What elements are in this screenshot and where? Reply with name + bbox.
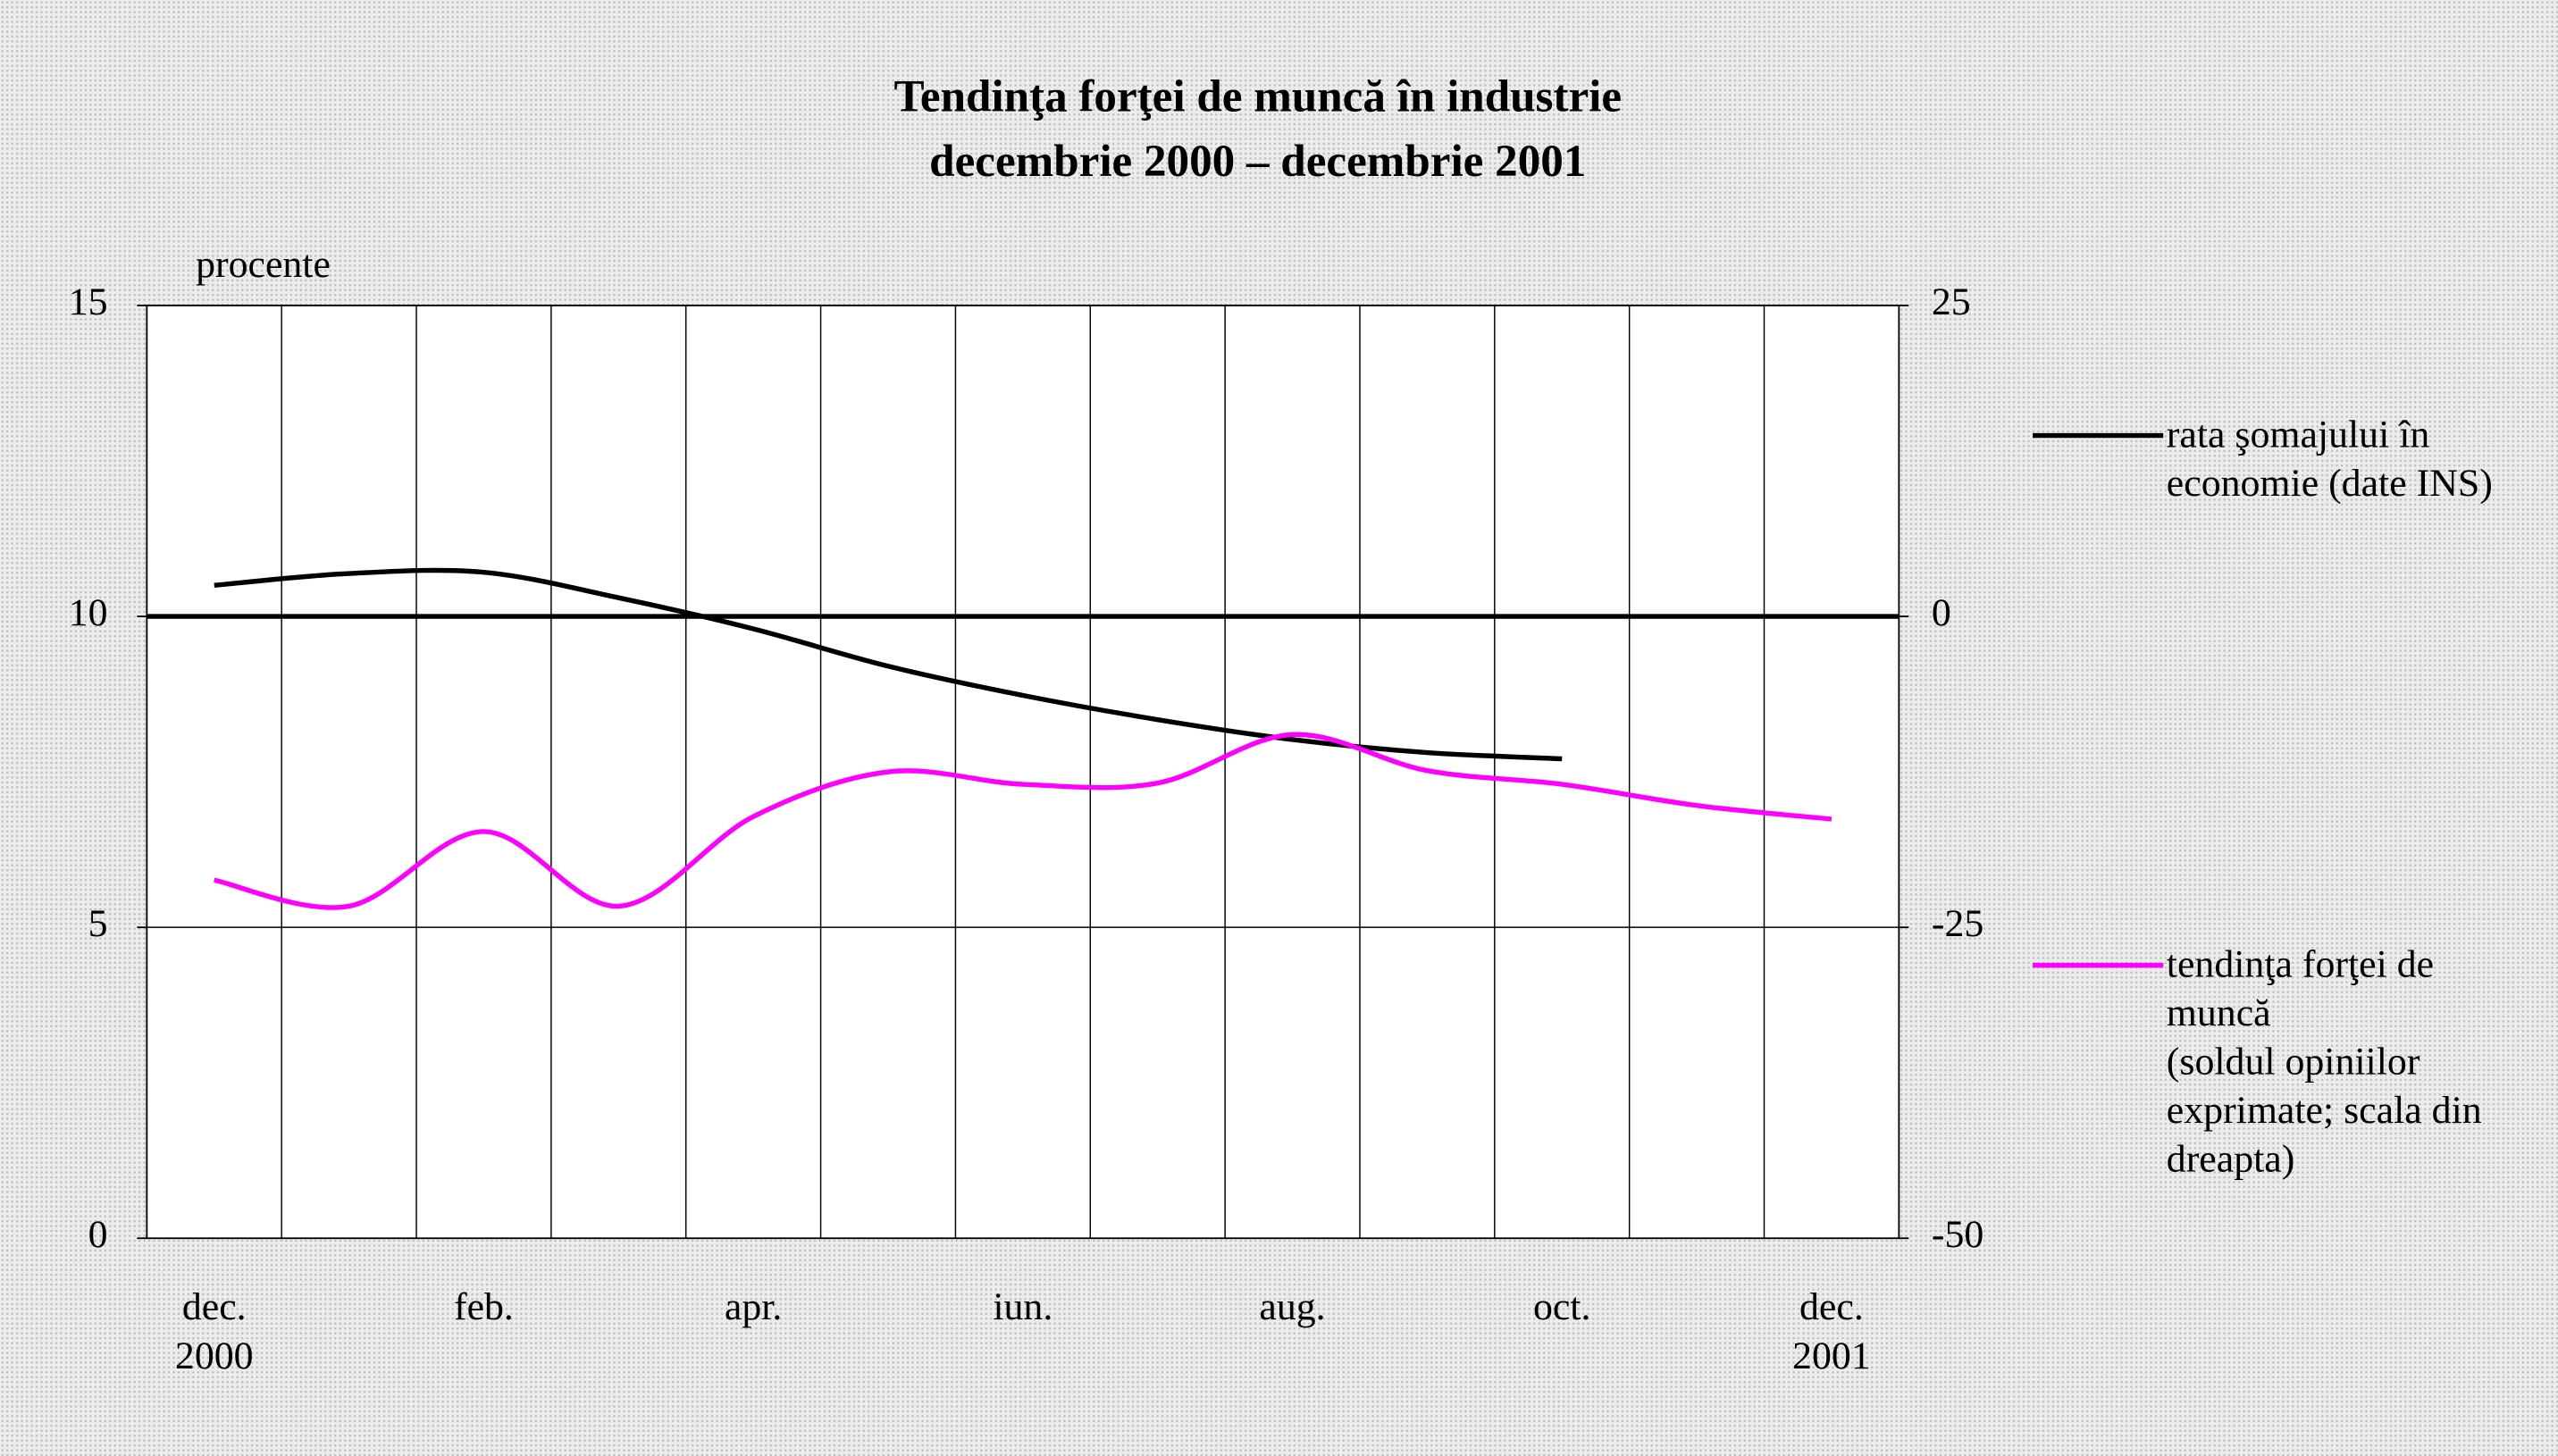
- y2-tick-label: -25: [1932, 902, 1983, 945]
- chart-title: Tendinţa forţei de muncă în industrie: [893, 72, 1622, 122]
- x-tick-label: aug.: [1259, 1286, 1326, 1330]
- y-tick-label: 0: [88, 1213, 108, 1256]
- x-tick-label: oct.: [1532, 1286, 1591, 1330]
- y-tick-label: 5: [88, 902, 108, 945]
- legend-label: rata şomajului în economie (date INS): [2166, 414, 2493, 506]
- x-tick-label: apr.: [724, 1286, 783, 1330]
- x-tick-label: feb.: [453, 1286, 514, 1330]
- y2-tick-label: -50: [1932, 1213, 1983, 1256]
- line: [214, 732, 1833, 910]
- y2-tick-label: 0: [1932, 591, 1951, 634]
- y-tick-label: 10: [69, 591, 108, 634]
- y-axis-label: procente: [196, 243, 331, 286]
- y2-tick-label: 25: [1932, 280, 1971, 323]
- x-tick-label: dec. 2001: [1792, 1286, 1871, 1378]
- plot-area: [146, 305, 1900, 1240]
- x-tick-label: iun.: [993, 1286, 1053, 1330]
- x-tick-label: dec. 2000: [174, 1286, 254, 1378]
- legend-label: tendinţa forţei de muncă (soldul opiniil…: [2166, 943, 2482, 1182]
- chart-subtitle: decembrie 2000 – decembrie 2001: [929, 137, 1586, 187]
- line: [214, 567, 1563, 762]
- y-tick-label: 15: [69, 280, 108, 323]
